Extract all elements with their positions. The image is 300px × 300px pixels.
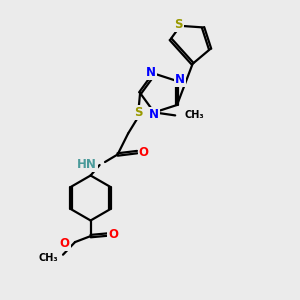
- Text: S: S: [134, 106, 143, 119]
- Text: O: O: [60, 237, 70, 250]
- Text: CH₃: CH₃: [39, 253, 58, 263]
- Text: S: S: [175, 18, 183, 31]
- Text: CH₃: CH₃: [185, 110, 204, 120]
- Text: N: N: [149, 108, 159, 121]
- Text: HN: HN: [77, 158, 97, 172]
- Text: N: N: [175, 73, 185, 86]
- Text: O: O: [139, 146, 149, 159]
- Text: O: O: [108, 228, 118, 241]
- Text: N: N: [146, 66, 156, 79]
